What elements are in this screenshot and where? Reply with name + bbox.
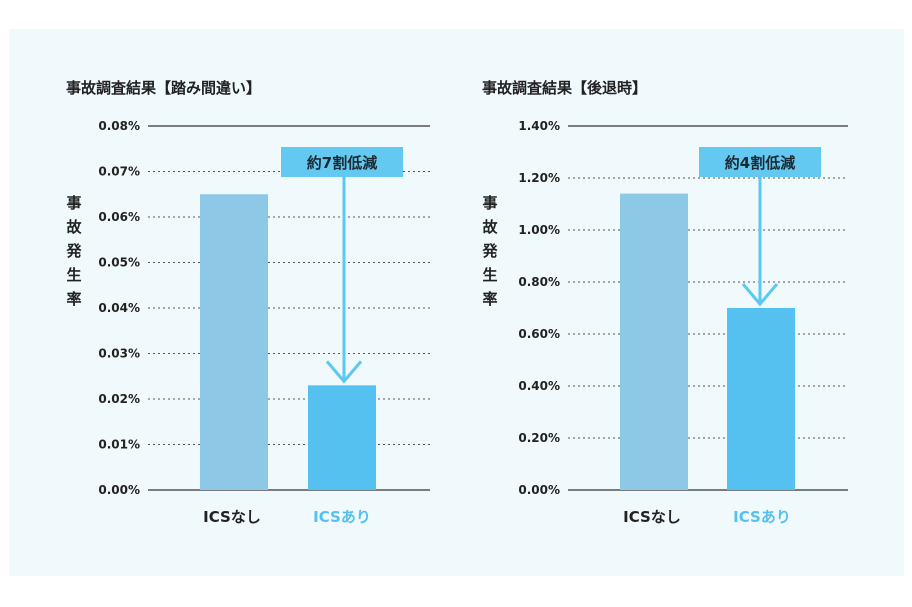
y-axis-label-char: 率 [482, 290, 497, 308]
chart-2: 0.00% 0.20% 0.40% 0.60% 0.80% 1.00% 1.20% 1.40%… [518, 119, 848, 526]
y-tick-label: 1.40% [518, 119, 560, 133]
y-tick-label: 0.00% [518, 483, 560, 497]
y-tick-label: 0.02% [98, 392, 140, 406]
y-axis-label-char: 事 [482, 194, 497, 212]
y-tick-label: 1.20% [518, 171, 560, 185]
category-label-with: ICSあり [733, 508, 791, 526]
y-axis-label-char: 事 [66, 194, 81, 212]
y-axis-label-char: 故 [482, 218, 498, 236]
y-tick-label: 0.60% [518, 327, 560, 341]
y-tick-label: 0.40% [518, 379, 560, 393]
chart-1: 0.00% 0.01% 0.02% 0.03% 0.04% 0.05% 0.06% 0.07%… [98, 119, 430, 526]
category-label-without: ICSなし [623, 508, 681, 526]
y-axis-label-char: 発 [65, 242, 82, 260]
y-axis-label-char: 生 [66, 266, 81, 284]
y-tick-label: 0.80% [518, 275, 560, 289]
y-axis-label-char: 生 [482, 266, 497, 284]
y-tick-label: 0.05% [98, 256, 140, 270]
y-tick-label: 0.04% [98, 301, 140, 315]
reduction-arrow-head [741, 283, 779, 307]
y-tick-label: 0.06% [98, 210, 140, 224]
reduction-badge [699, 147, 821, 177]
y-tick-label: 0.03% [98, 347, 140, 361]
y-axis-label-char: 発 [481, 242, 498, 260]
category-label-with: ICSあり [313, 508, 371, 526]
reduction-badge-text: 約4割低減 [725, 154, 795, 172]
y-tick-label: 0.08% [98, 119, 140, 133]
y-axis-label-char: 故 [66, 218, 82, 236]
bar-with-ics [308, 385, 376, 490]
bar-without-ics [620, 193, 688, 490]
chart-1-title: 事故調査結果【踏み間違い】 [66, 79, 261, 97]
reduction-badge [281, 147, 403, 177]
y-tick-label: 0.07% [98, 165, 140, 179]
y-tick-label: 0.01% [98, 438, 140, 452]
y-tick-label: 1.00% [518, 223, 560, 237]
y-axis-label-char: 率 [66, 290, 81, 308]
y-tick-label: 0.20% [518, 431, 560, 445]
y-tick-label: 0.00% [98, 483, 140, 497]
chart-2-title: 事故調査結果【後退時】 [482, 79, 647, 97]
bar-with-ics [727, 308, 795, 490]
reduction-arrow-head [325, 360, 363, 384]
bar-without-ics [200, 194, 268, 490]
category-label-without: ICSなし [203, 508, 261, 526]
reduction-badge-text: 約7割低減 [307, 154, 377, 172]
